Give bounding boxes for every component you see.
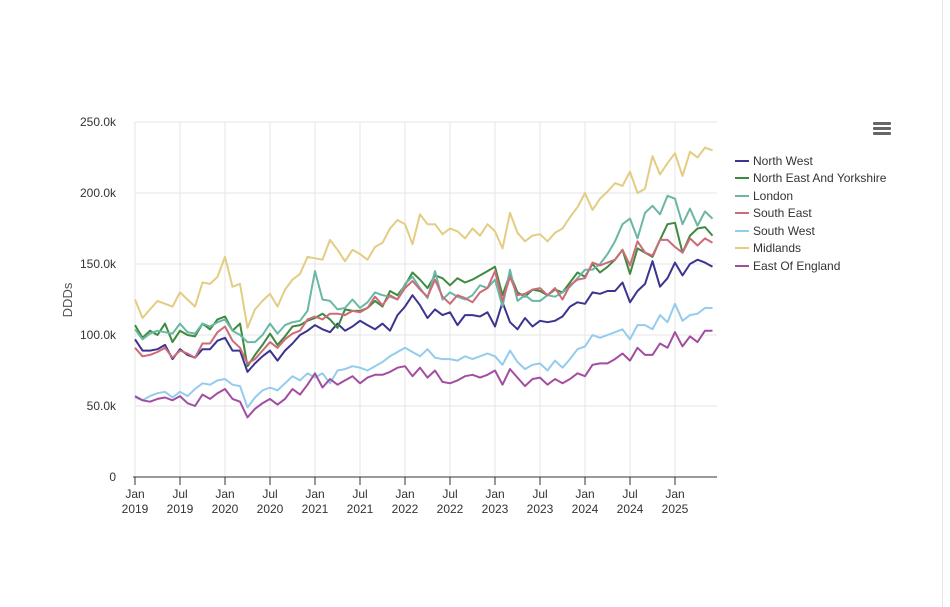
x-tick-label-month: Jan <box>215 487 234 501</box>
y-tick-label: 50.0k <box>87 399 117 413</box>
y-tick-label: 150.0k <box>80 257 117 271</box>
y-axis-labels: 0 50.0k 100.0k 150.0k 200.0k 250.0k <box>80 115 117 484</box>
legend-label: London <box>753 188 794 203</box>
legend-swatch <box>735 264 749 267</box>
x-tick-label-year: 2021 <box>347 502 374 516</box>
x-tick-label-month: Jan <box>305 487 324 501</box>
legend-swatch <box>735 194 749 197</box>
y-axis-title: DDDs <box>60 282 75 317</box>
legend-label: East Of England <box>753 258 841 273</box>
x-tick-label-year: 2021 <box>302 502 329 516</box>
menu-bar <box>873 132 891 135</box>
legend-item[interactable]: South West <box>735 222 886 240</box>
x-tick-label-year: 2020 <box>212 502 239 516</box>
series-line-north-west[interactable] <box>134 258 713 373</box>
hamburger-menu-icon[interactable] <box>873 122 891 136</box>
x-tick-label-year: 2019 <box>167 502 194 516</box>
series-lines <box>134 146 714 419</box>
legend-swatch <box>735 212 749 215</box>
y-tick-label: 0 <box>109 470 116 484</box>
legend-item[interactable]: North West <box>735 152 886 170</box>
legend-swatch <box>735 229 749 232</box>
y-gridlines <box>135 121 717 407</box>
x-tick-label-year: 2022 <box>392 502 419 516</box>
x-tick-label-month: Jul <box>442 487 457 501</box>
x-tick-label-month: Jan <box>575 487 594 501</box>
panel-border <box>942 0 943 607</box>
x-gridlines <box>134 122 676 477</box>
x-tick-label-year: 2019 <box>122 502 149 516</box>
series-line-east-of-england[interactable] <box>134 329 713 419</box>
x-tick-label-month: Jul <box>172 487 187 501</box>
x-tick-label-year: 2023 <box>482 502 509 516</box>
x-tick-label-month: Jan <box>485 487 504 501</box>
x-tick-label-year: 2025 <box>662 502 689 516</box>
menu-bar <box>873 127 891 130</box>
x-tick-label-month: Jan <box>125 487 144 501</box>
legend-item[interactable]: South East <box>735 205 886 223</box>
legend-label: South West <box>753 223 815 238</box>
y-tick-label: 200.0k <box>80 186 117 200</box>
x-tick-label-year: 2023 <box>527 502 554 516</box>
legend-label: North East And Yorkshire <box>753 171 887 186</box>
y-tick-label: 100.0k <box>80 328 117 342</box>
legend-item[interactable]: North East And Yorkshire <box>735 170 886 188</box>
y-tick-label: 250.0k <box>80 115 117 129</box>
x-tick-label-month: Jul <box>262 487 277 501</box>
series-line-south-east[interactable] <box>134 237 713 365</box>
legend-label: North West <box>753 153 813 168</box>
x-tick-label-month: Jul <box>622 487 637 501</box>
chart-legend: North West North East And Yorkshire London… <box>735 152 886 275</box>
x-tick-label-year: 2020 <box>257 502 284 516</box>
menu-bar <box>873 122 891 125</box>
x-tick-label-month: Jul <box>532 487 547 501</box>
x-tick-label-year: 2022 <box>437 502 464 516</box>
legend-label: South East <box>753 206 812 221</box>
legend-swatch <box>735 247 749 250</box>
series-line-midlands[interactable] <box>134 146 713 329</box>
legend-swatch <box>735 177 749 180</box>
x-tick-label-month: Jul <box>352 487 367 501</box>
x-tick-label-year: 2024 <box>617 502 644 516</box>
legend-swatch <box>735 159 749 162</box>
x-tick-label-year: 2024 <box>572 502 599 516</box>
x-axis: Jan2019Jul2019Jan2020Jul2020Jan2021Jul20… <box>122 476 717 516</box>
x-tick-label-month: Jan <box>665 487 684 501</box>
legend-label: Midlands <box>753 241 802 256</box>
legend-item[interactable]: London <box>735 187 886 205</box>
legend-item[interactable]: East Of England <box>735 257 886 275</box>
legend-item[interactable]: Midlands <box>735 240 886 258</box>
x-tick-label-month: Jan <box>395 487 414 501</box>
series-line-south-west[interactable] <box>134 302 713 409</box>
